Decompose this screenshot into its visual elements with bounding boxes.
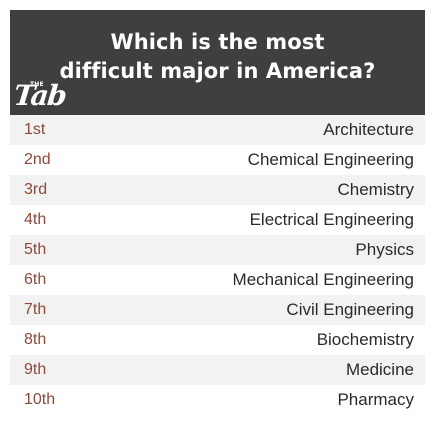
title-line-1: Which is the most	[110, 30, 325, 54]
major-name: Mechanical Engineering	[232, 270, 414, 289]
major-name: Biochemistry	[316, 330, 414, 349]
rank-label: 7th	[24, 301, 47, 318]
major-name: Civil Engineering	[286, 300, 414, 319]
rank-label: 5th	[24, 241, 47, 258]
rank-label: 2nd	[24, 151, 51, 168]
ranking-row: 2nd Chemical Engineering	[10, 145, 425, 175]
rank-label: 6th	[24, 271, 47, 288]
the-tab-logo: Tab	[12, 79, 68, 112]
rank-label: 8th	[24, 331, 47, 348]
major-name: Medicine	[345, 360, 414, 379]
ranking-row: 8th Biochemistry	[10, 325, 425, 355]
ranking-row: 3rd Chemistry	[10, 175, 425, 205]
header-banner: Which is the most difficult major in Ame…	[10, 10, 425, 115]
rank-label: 1st	[24, 121, 46, 138]
major-name: Physics	[355, 240, 414, 259]
ranking-row: 4th Electrical Engineering	[10, 205, 425, 235]
rank-label: 4th	[24, 211, 47, 228]
major-name: Architecture	[323, 120, 414, 139]
rank-label: 9th	[24, 361, 47, 378]
logo-small-text: THE	[30, 81, 44, 88]
rank-label: 10th	[24, 391, 56, 408]
rank-label: 3rd	[24, 181, 48, 198]
major-name: Chemistry	[337, 180, 414, 199]
ranking-row: 10th Pharmacy	[10, 385, 425, 415]
ranking-row: 9th Medicine	[10, 355, 425, 385]
major-name: Chemical Engineering	[247, 150, 414, 169]
ranking-row: 5th Physics	[10, 235, 425, 265]
ranking-row: 6th Mechanical Engineering	[10, 265, 425, 295]
rankings-list: 1st Architecture 2nd Chemical Engineerin…	[10, 115, 425, 420]
title-line-2: difficult major in America?	[59, 59, 376, 83]
major-name: Pharmacy	[337, 390, 414, 409]
ranking-card: Which is the most difficult major in Ame…	[10, 10, 425, 420]
ranking-row: 7th Civil Engineering	[10, 295, 425, 325]
page-title: Which is the most difficult major in Ame…	[10, 28, 425, 86]
ranking-row: 1st Architecture	[10, 115, 425, 145]
major-name: Electrical Engineering	[249, 210, 414, 229]
